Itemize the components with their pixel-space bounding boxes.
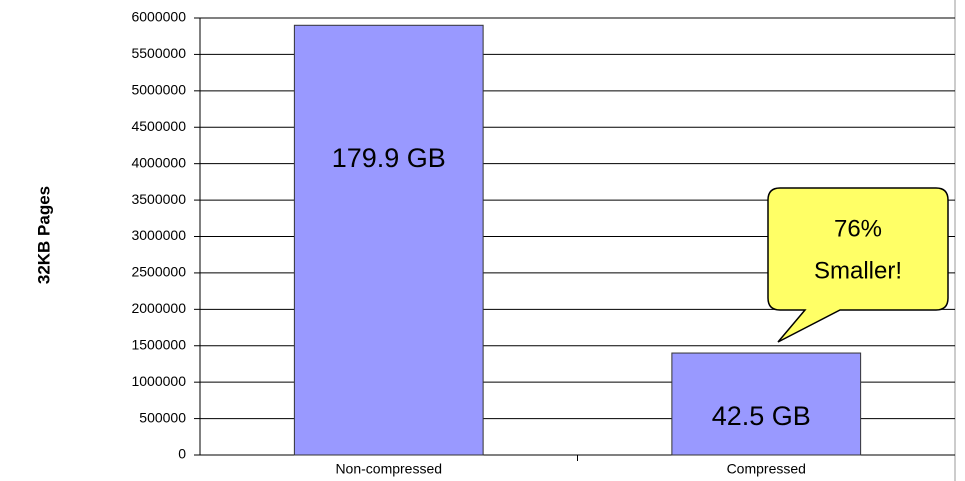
y-tick-label: 3500000 (131, 191, 186, 207)
y-tick-label: 500000 (139, 409, 186, 425)
bar-annotation: 42.5 GB (712, 401, 811, 431)
x-tick-label: Non-compressed (335, 461, 442, 477)
y-tick-label: 6000000 (131, 9, 186, 25)
bar (671, 352, 862, 456)
y-axis-label: 32KB Pages (34, 186, 53, 284)
y-tick-label: 4500000 (131, 118, 186, 134)
bar-annotation: 179.9 GB (332, 143, 446, 173)
y-tick-label: 2500000 (131, 264, 186, 280)
x-tick-label: Compressed (727, 461, 806, 477)
y-tick-label: 5000000 (131, 82, 186, 98)
y-tick-label: 1000000 (131, 373, 186, 389)
callout-text: Smaller! (814, 257, 902, 284)
callout-text: 76% (834, 215, 882, 242)
y-tick-label: 2000000 (131, 300, 186, 316)
y-tick-label: 0 (178, 446, 186, 462)
callout-bubble (767, 187, 949, 343)
y-tick-label: 4000000 (131, 154, 186, 170)
bar (293, 24, 484, 456)
y-tick-label: 5500000 (131, 45, 186, 61)
y-tick-label: 3000000 (131, 227, 186, 243)
y-tick-label: 1500000 (131, 336, 186, 352)
